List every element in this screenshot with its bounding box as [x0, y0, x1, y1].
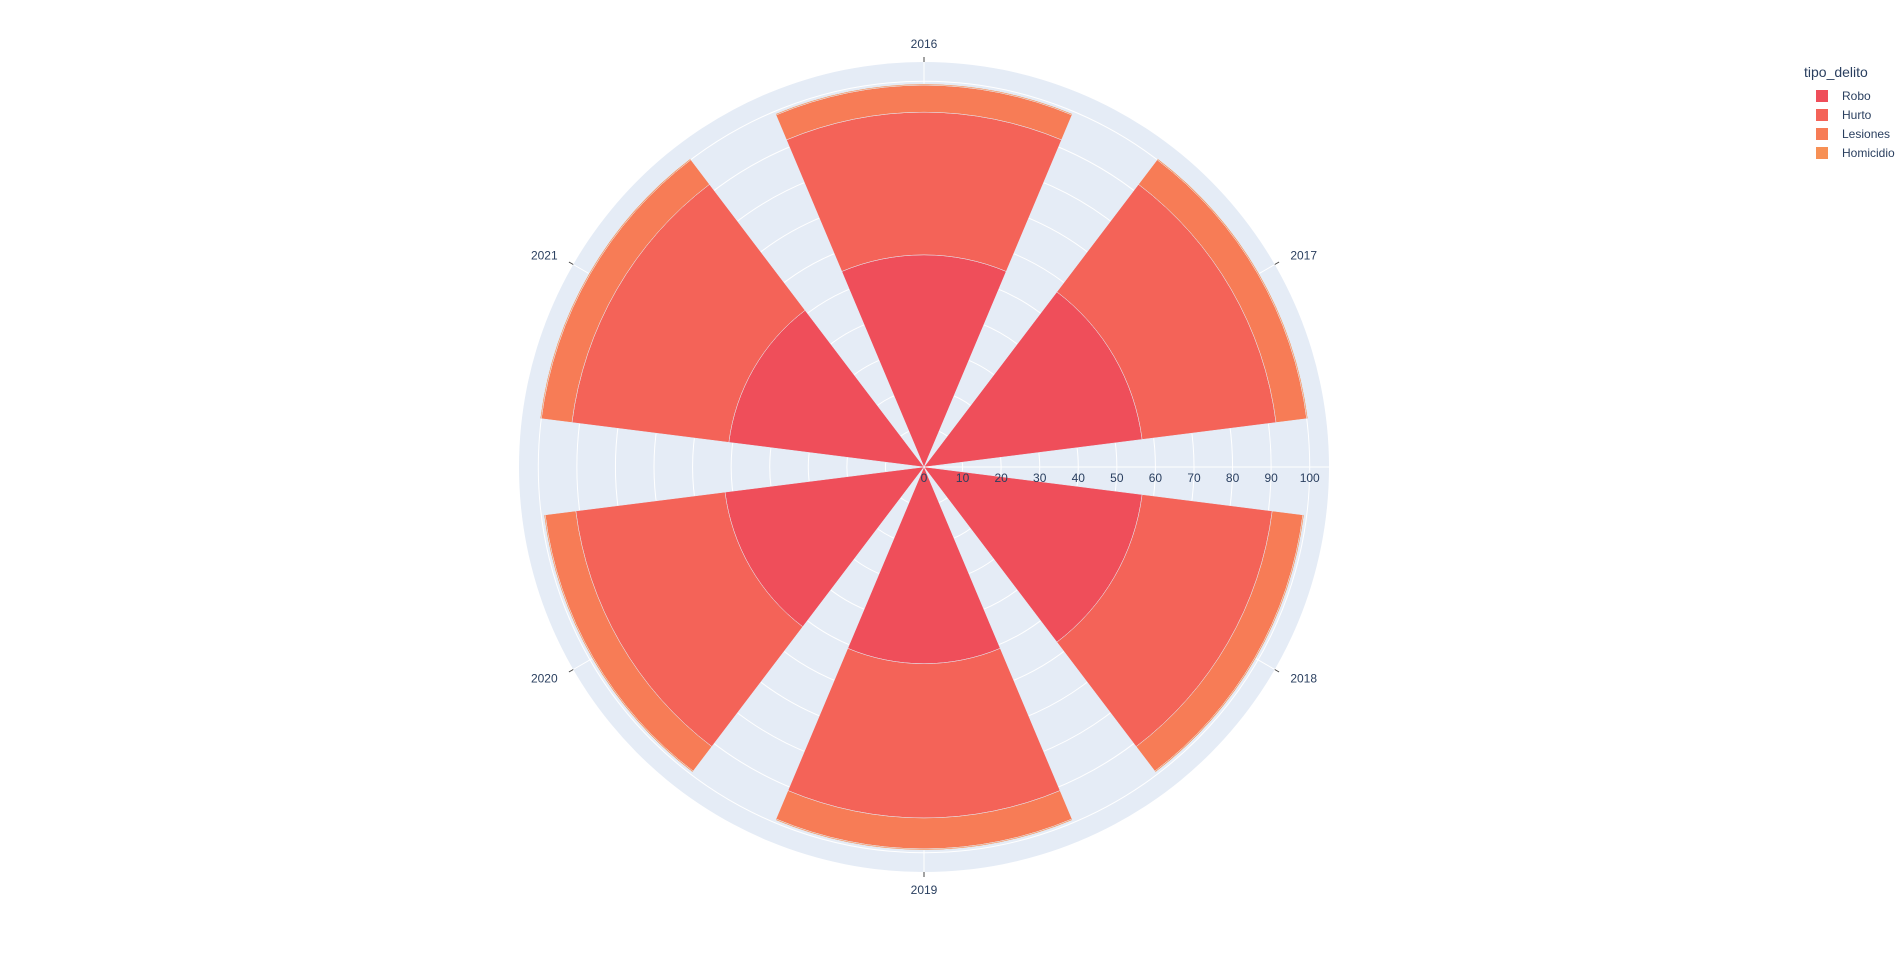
legend-item-robo[interactable]: Robo [1804, 86, 1895, 105]
legend-label-lesiones: Lesiones [1842, 126, 1891, 141]
angular-tick-label-2016: 2016 [911, 37, 938, 51]
legend-item-lesiones[interactable]: Lesiones [1804, 124, 1895, 143]
angular-tick [568, 669, 574, 673]
legend: tipo_delito Robo Hurto Lesiones Homicidi… [1804, 64, 1895, 162]
radial-tick-label: 80 [1226, 471, 1240, 485]
bar-homicidio-2017 [1156, 158, 1309, 419]
bar-homicidio-2018 [1154, 514, 1305, 773]
legend-label-homicidio: Homicidio [1842, 145, 1895, 160]
legend-swatch-homicidio [1816, 146, 1828, 159]
angular-tick-label-2019: 2019 [911, 883, 938, 897]
radial-tick-label: 90 [1264, 471, 1278, 485]
legend-swatch-lesiones [1816, 127, 1828, 140]
bar-homicidio-2021 [539, 158, 692, 419]
radial-tick-label: 40 [1072, 471, 1086, 485]
angular-tick-label-2018: 2018 [1290, 672, 1317, 686]
bar-homicidio-2016 [775, 83, 1073, 116]
radial-tick-label: 60 [1149, 471, 1163, 485]
legend-label-robo: Robo [1842, 88, 1871, 103]
radial-tick-label: 20 [994, 471, 1008, 485]
legend-item-hurto[interactable]: Hurto [1804, 105, 1895, 124]
angular-tick-label-2021: 2021 [531, 249, 558, 263]
legend-label-hurto: Hurto [1842, 107, 1872, 122]
legend-item-homicidio[interactable]: Homicidio [1804, 143, 1895, 162]
radial-tick-label: 10 [956, 471, 970, 485]
angular-tick [1274, 261, 1280, 265]
legend-swatch-robo [1816, 89, 1828, 102]
radial-tick-label: 0 [921, 471, 928, 485]
radial-tick-label: 70 [1187, 471, 1201, 485]
bar-homicidio-2019 [775, 818, 1073, 851]
angular-tick-label-2020: 2020 [531, 672, 558, 686]
radial-tick-label: 100 [1300, 471, 1320, 485]
radial-tick-label: 50 [1110, 471, 1124, 485]
radial-tick-label: 30 [1033, 471, 1047, 485]
legend-swatch-hurto [1816, 108, 1828, 121]
angular-tick-label-2017: 2017 [1290, 249, 1317, 263]
legend-title: tipo_delito [1804, 64, 1868, 80]
angular-tick [568, 261, 574, 265]
angular-tick [1274, 669, 1280, 673]
bar-homicidio-2020 [543, 514, 694, 773]
